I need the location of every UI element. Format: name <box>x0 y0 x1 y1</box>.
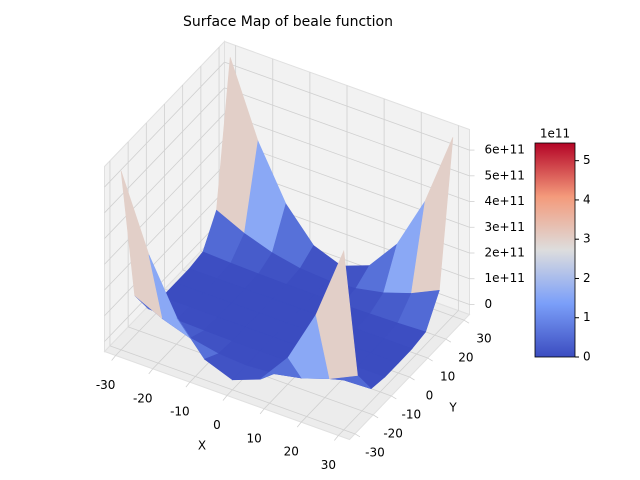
z-tick-label: 3e+11 <box>485 220 525 234</box>
y-tick-label: -10 <box>402 407 422 421</box>
colorbar-tick-label: 3 <box>583 232 591 246</box>
colorbar-tick-label: 2 <box>583 271 591 285</box>
x-tick-label: -30 <box>96 378 116 392</box>
grid-line <box>224 61 470 151</box>
colorbar <box>534 142 576 358</box>
tick-mark <box>445 338 452 343</box>
tick-mark <box>391 395 397 400</box>
y-axis-label: Y <box>448 401 457 415</box>
x-tick-label: 20 <box>284 445 299 459</box>
x-tick-label: -10 <box>170 405 190 419</box>
grid-line <box>104 138 225 265</box>
tick-mark <box>409 376 415 381</box>
colorbar-tick-label: 1 <box>583 310 591 324</box>
surface-face <box>315 249 358 380</box>
tick-mark <box>111 355 116 361</box>
chart-title: Surface Map of beale function <box>183 14 393 30</box>
z-tick-label: 2e+11 <box>485 246 525 260</box>
grid-line <box>104 216 225 342</box>
tick-mark <box>296 421 302 428</box>
y-tick-label: 0 <box>426 389 434 403</box>
grid-line <box>104 190 225 317</box>
grid-line <box>109 345 356 435</box>
colorbar-tick-label: 5 <box>583 153 591 167</box>
x-tick-label: 0 <box>213 418 221 432</box>
z-tick-label: 1e+11 <box>485 271 525 285</box>
y-tick-label: 30 <box>476 332 491 346</box>
z-tick-label: 0 <box>485 297 493 311</box>
y-tick-label: -30 <box>365 445 385 459</box>
z-tick-label: 5e+11 <box>485 168 525 182</box>
grid-line <box>104 164 225 291</box>
grid-line <box>224 87 470 177</box>
tick-mark <box>372 414 379 419</box>
tick-mark <box>334 435 339 441</box>
tick-mark <box>354 433 361 438</box>
tick-mark <box>463 319 470 324</box>
tick-mark <box>222 395 228 401</box>
tick-mark <box>185 381 191 388</box>
colorbar-tick-label: 4 <box>583 192 591 206</box>
grid-line <box>104 113 225 239</box>
y-tick-label: -20 <box>383 426 403 440</box>
z-tick-label: 4e+11 <box>485 194 525 208</box>
tick-mark <box>259 408 265 415</box>
x-tick-label: 10 <box>246 431 261 445</box>
x-axis-label: X <box>198 439 206 453</box>
grid-line <box>224 113 470 202</box>
tick-mark <box>427 357 433 362</box>
tick-mark <box>148 368 154 375</box>
y-tick-label: 10 <box>440 370 455 384</box>
grid-line <box>104 61 225 188</box>
y-tick-label: 20 <box>458 351 473 365</box>
z-tick-label: 6e+11 <box>485 143 525 157</box>
x-tick-label: -20 <box>133 391 153 405</box>
x-tick-label: 30 <box>321 458 336 472</box>
colorbar-tick-label: 0 <box>583 350 591 364</box>
colorbar-offset-label: 1e11 <box>540 127 570 141</box>
